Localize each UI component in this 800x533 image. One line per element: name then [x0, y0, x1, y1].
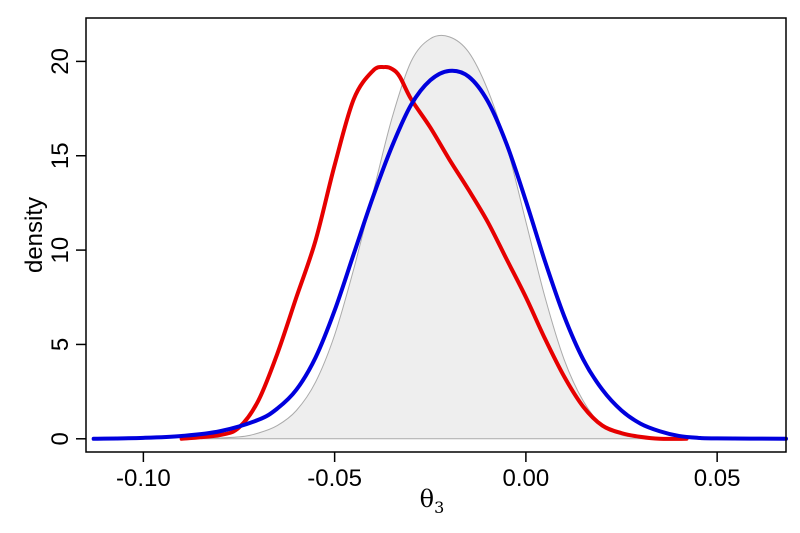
y-axis: 0 5 10 15 20: [47, 48, 86, 445]
y-tick-label: 5: [47, 338, 74, 351]
x-tick-label: 0.05: [694, 465, 741, 492]
y-tick-label: 0: [47, 432, 74, 445]
x-axis-title-symbol: θ: [420, 485, 434, 513]
y-tick-label: 20: [47, 48, 74, 75]
y-axis-title: density: [21, 197, 48, 273]
x-axis: -0.10 -0.05 0.00 0.05: [116, 452, 741, 492]
x-axis-title: θ3: [420, 485, 445, 517]
series-1-density-line: [179, 64, 689, 441]
x-tick-label: -0.05: [307, 465, 362, 492]
x-tick-label: -0.10: [116, 465, 171, 492]
series-2-density-line: [91, 68, 788, 441]
y-tick-label: 10: [47, 237, 74, 264]
series-layer: [91, 34, 788, 441]
y-tick-label: 15: [47, 142, 74, 169]
x-axis-title-subscript: 3: [434, 498, 444, 517]
x-tick-label: 0.00: [503, 465, 550, 492]
plot-frame: [85, 17, 787, 453]
